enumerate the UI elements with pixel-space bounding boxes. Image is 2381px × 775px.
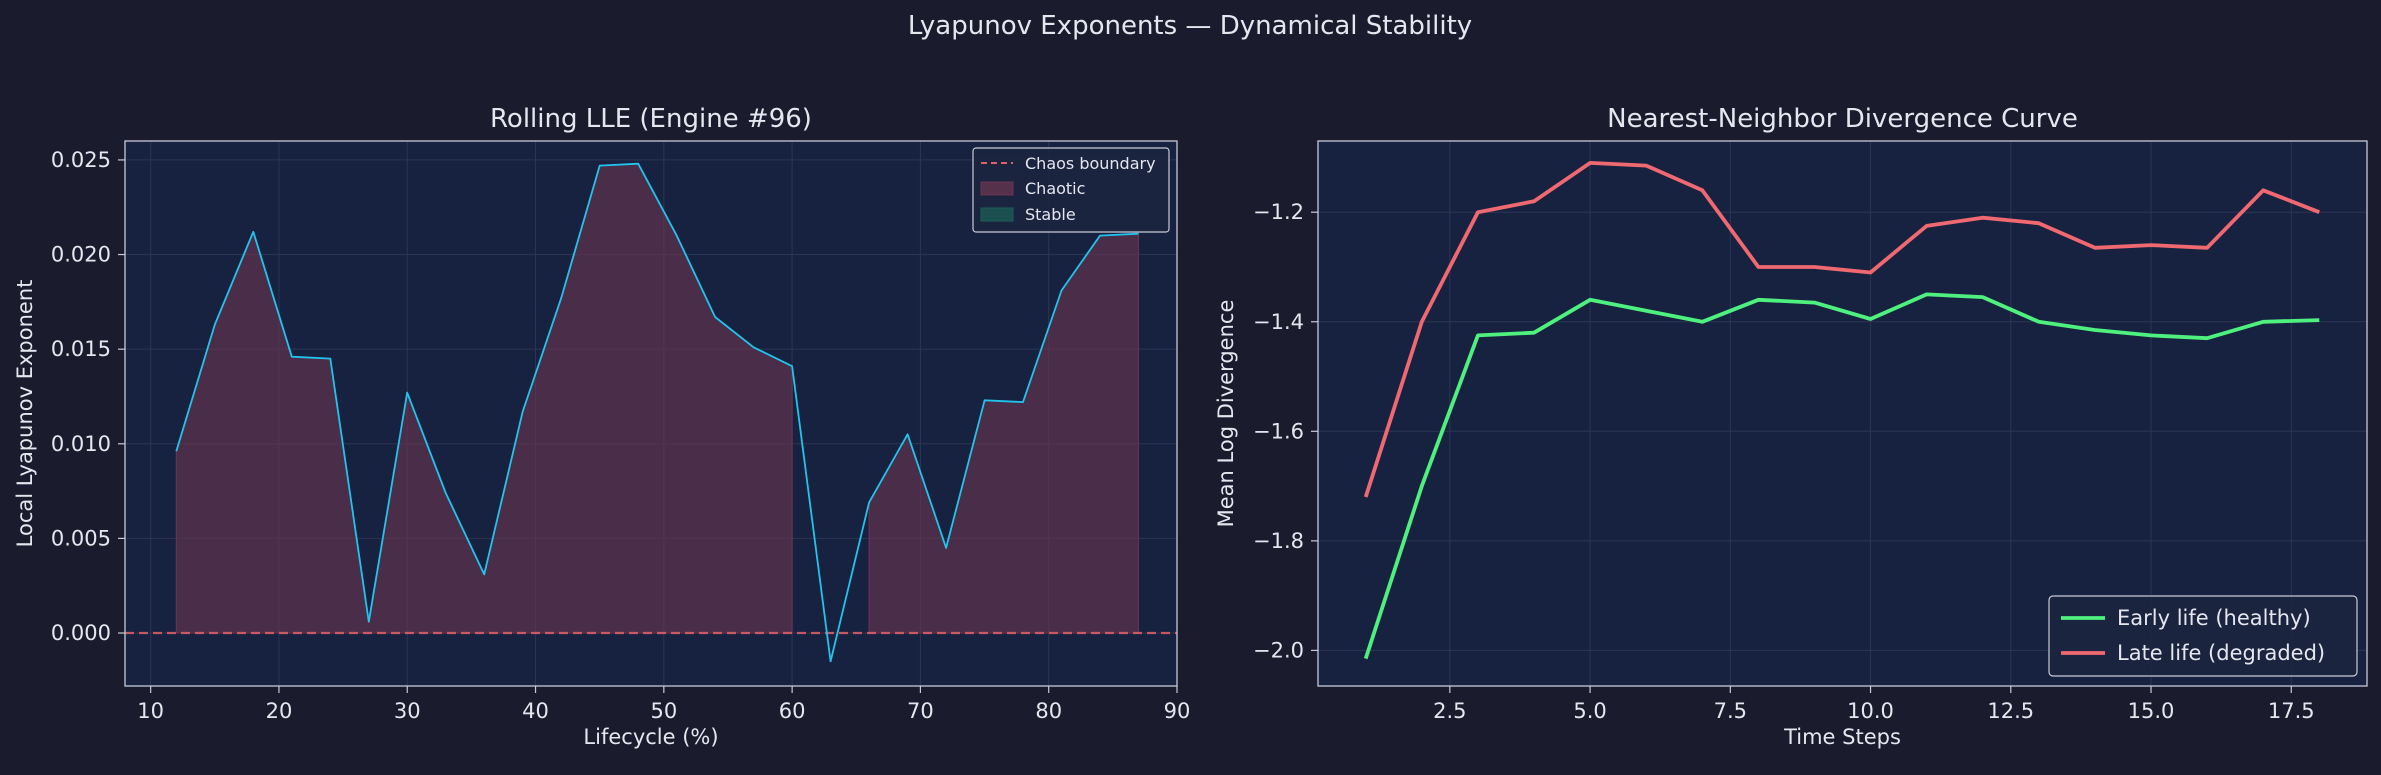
y-axis-label: Mean Log Divergence [1214,300,1238,528]
x-tick-label: 70 [907,699,934,723]
y-tick-label: −2.0 [1253,638,1304,662]
legend-label-chaotic: Chaotic [1025,179,1085,198]
panel-title: Rolling LLE (Engine #96) [490,104,812,134]
panel-rolling-lle: 10 20 30 40 50 60 70 80 90 0.000 0.005 0.010 0.015 0.… [13,104,1190,749]
x-tick-label: 60 [779,699,806,723]
x-tick-label: 10.0 [1847,699,1894,723]
x-tick-label: 2.5 [1433,699,1466,723]
x-tick-label: 12.5 [1987,699,2034,723]
panel-title: Nearest-Neighbor Divergence Curve [1607,104,2078,134]
figure-suptitle: Lyapunov Exponents — Dynamical Stability [908,11,1472,41]
y-axis-label: Local Lyapunov Exponent [13,280,37,548]
x-axis-label: Time Steps [1783,725,1901,749]
y-tick-label: −1.4 [1253,310,1304,334]
x-tick-label: 30 [394,699,421,723]
x-tick-label: 17.5 [2268,699,2315,723]
y-tick-label: 0.015 [51,337,111,361]
legend-label-series-0: Early life (healthy) [2117,606,2311,630]
y-tick-label: −1.2 [1253,200,1304,224]
legend-swatch-stable [981,208,1013,221]
legend-swatch-chaotic [981,182,1013,195]
legend-label-series-1: Late life (degraded) [2117,641,2325,665]
x-tick-label: 20 [266,699,293,723]
x-tick-label: 90 [1164,699,1191,723]
x-tick-label: 80 [1035,699,1062,723]
x-tick-label: 50 [650,699,677,723]
x-tick-label: 10 [137,699,164,723]
x-tick-label: 7.5 [1714,699,1747,723]
y-tick-label: −1.6 [1253,419,1304,443]
panel-divergence-curve: 2.5 5.0 7.5 10.0 12.5 15.0 17.5 −2.0 −1.8 −1.6 −1.… [1214,104,2367,749]
x-tick-label: 5.0 [1573,699,1606,723]
y-tick-label: 0.010 [51,432,111,456]
y-tick-label: 0.020 [51,243,111,267]
y-tick-label: −1.8 [1253,529,1304,553]
x-tick-label: 15.0 [2128,699,2175,723]
x-axis-label: Lifecycle (%) [583,725,718,749]
legend-label-stable: Stable [1025,205,1076,224]
y-tick-label: 0.025 [51,148,111,172]
y-tick-label: 0.000 [51,621,111,645]
y-tick-label: 0.005 [51,526,111,550]
x-tick-label: 40 [522,699,549,723]
legend-label-chaos-boundary: Chaos boundary [1025,154,1156,173]
